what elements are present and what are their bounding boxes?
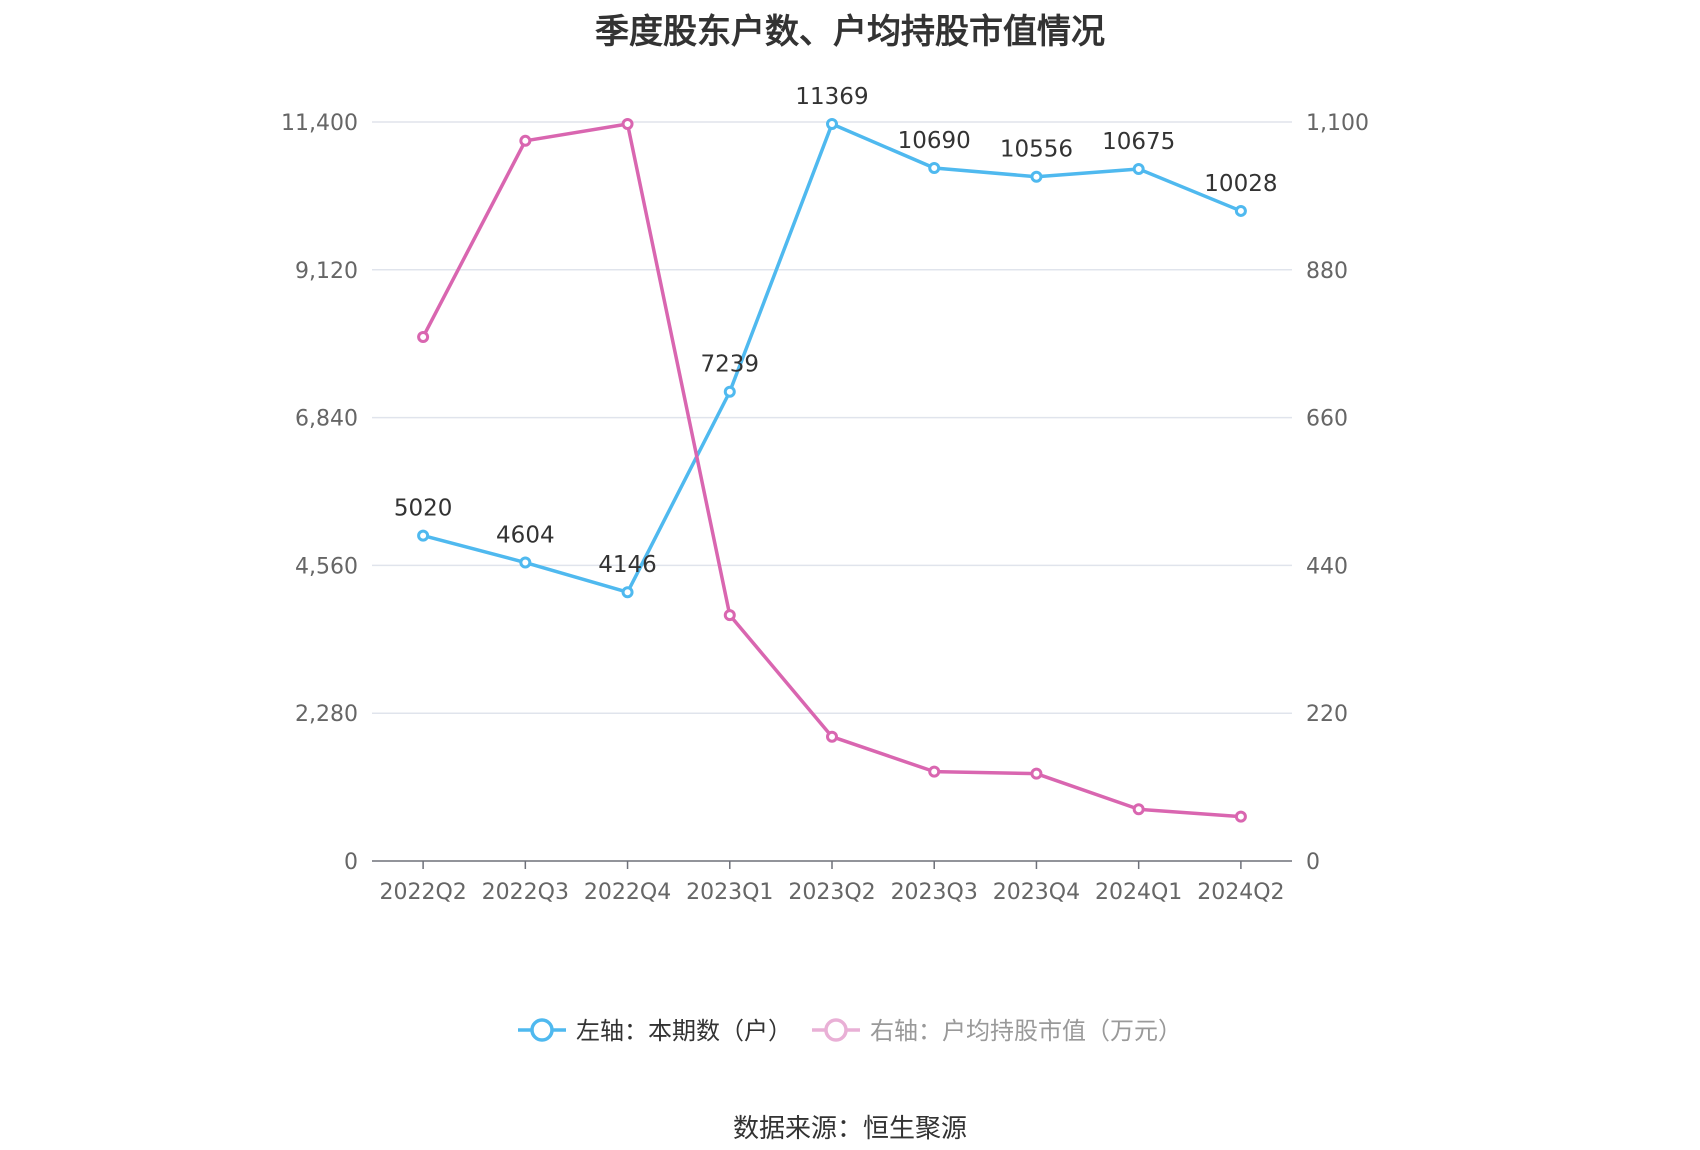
legend-marker-icon: [530, 1018, 554, 1042]
data-label: 10690: [898, 128, 971, 154]
series-0-point[interactable]: [826, 118, 838, 131]
series-1-point[interactable]: [1132, 803, 1145, 816]
series-0-point[interactable]: [1132, 162, 1145, 175]
right-axis-tick-label: 880: [1306, 259, 1348, 284]
legend[interactable]: 左轴：本期数（户） 右轴：户均持股市值（万元）: [518, 1017, 1182, 1045]
x-axis-tick-label: 2022Q2: [379, 880, 466, 905]
x-axis-tick-label: 2024Q2: [1197, 880, 1284, 905]
x-axis-tick-label: 2023Q2: [788, 880, 875, 905]
left-axis-tick-label: 9,120: [295, 259, 358, 284]
chart-title: 季度股东户数、户均持股市值情况: [595, 12, 1105, 52]
data-label: 7239: [701, 352, 760, 378]
series-1-point[interactable]: [928, 765, 941, 778]
x-axis-tick-label: 2023Q1: [686, 880, 773, 905]
series-1-point[interactable]: [826, 730, 838, 743]
legend-item-0[interactable]: 左轴：本期数（户）: [518, 1017, 792, 1045]
series-1-point[interactable]: [519, 134, 532, 147]
x-axis-tick-label: 2024Q1: [1095, 880, 1182, 905]
series-1-point[interactable]: [417, 330, 430, 343]
right-axis-tick-label: 0: [1306, 850, 1320, 875]
gridlines: [372, 121, 1292, 714]
series-0-point[interactable]: [621, 586, 634, 599]
x-axis-tick-label: 2023Q4: [993, 880, 1080, 905]
right-axis-tick-label: 660: [1306, 407, 1348, 432]
data-label: 10675: [1102, 129, 1175, 155]
legend-label: 右轴：户均持股市值（万元）: [870, 1017, 1182, 1045]
left-axis-tick-label: 2,280: [295, 702, 358, 727]
series-0-point[interactable]: [519, 556, 532, 569]
left-axis-tick-label: 0: [344, 850, 358, 875]
data-labels: 5020 4604 4146 7239 11369 10690 10556 10675 1002…: [394, 84, 1278, 578]
series-1-point[interactable]: [1234, 810, 1247, 823]
legend-label: 左轴：本期数（户）: [576, 1017, 792, 1045]
x-axis-tick-label: 2023Q3: [891, 880, 978, 905]
series-0-point[interactable]: [928, 162, 941, 175]
series-points: [417, 118, 1247, 823]
series-0-point[interactable]: [723, 385, 736, 398]
data-label: 10028: [1204, 171, 1277, 197]
right-axis-tick-label: 220: [1306, 702, 1348, 727]
data-label: 4604: [496, 523, 555, 549]
series-1-point[interactable]: [723, 609, 736, 622]
right-axis-tick-label: 440: [1306, 554, 1348, 579]
series-0-point[interactable]: [417, 529, 430, 542]
series-1-point[interactable]: [1030, 767, 1043, 780]
series-1-point[interactable]: [621, 118, 634, 131]
legend-marker-icon: [824, 1018, 848, 1042]
left-axis-tick-label: 4,560: [295, 554, 358, 579]
x-axis-tick-label: 2022Q4: [584, 880, 671, 905]
series-0-point[interactable]: [1234, 204, 1247, 217]
data-label: 10556: [1000, 137, 1073, 163]
data-label: 11369: [795, 84, 868, 110]
data-source: 数据来源：恒生聚源: [732, 1114, 967, 1144]
axes: 0 0 2,280 220 4,560 440 6,840 660 9,120 880 11,400…: [281, 111, 1369, 905]
right-axis-tick-label: 1,100: [1306, 111, 1369, 136]
x-axis-tick-label: 2022Q3: [482, 880, 569, 905]
data-label: 4146: [598, 552, 657, 578]
data-label: 5020: [394, 496, 453, 522]
left-axis-tick-label: 6,840: [295, 407, 358, 432]
series-0-point[interactable]: [1030, 170, 1043, 183]
left-axis-tick-label: 11,400: [281, 111, 358, 136]
legend-item-1[interactable]: 右轴：户均持股市值（万元）: [812, 1017, 1182, 1045]
